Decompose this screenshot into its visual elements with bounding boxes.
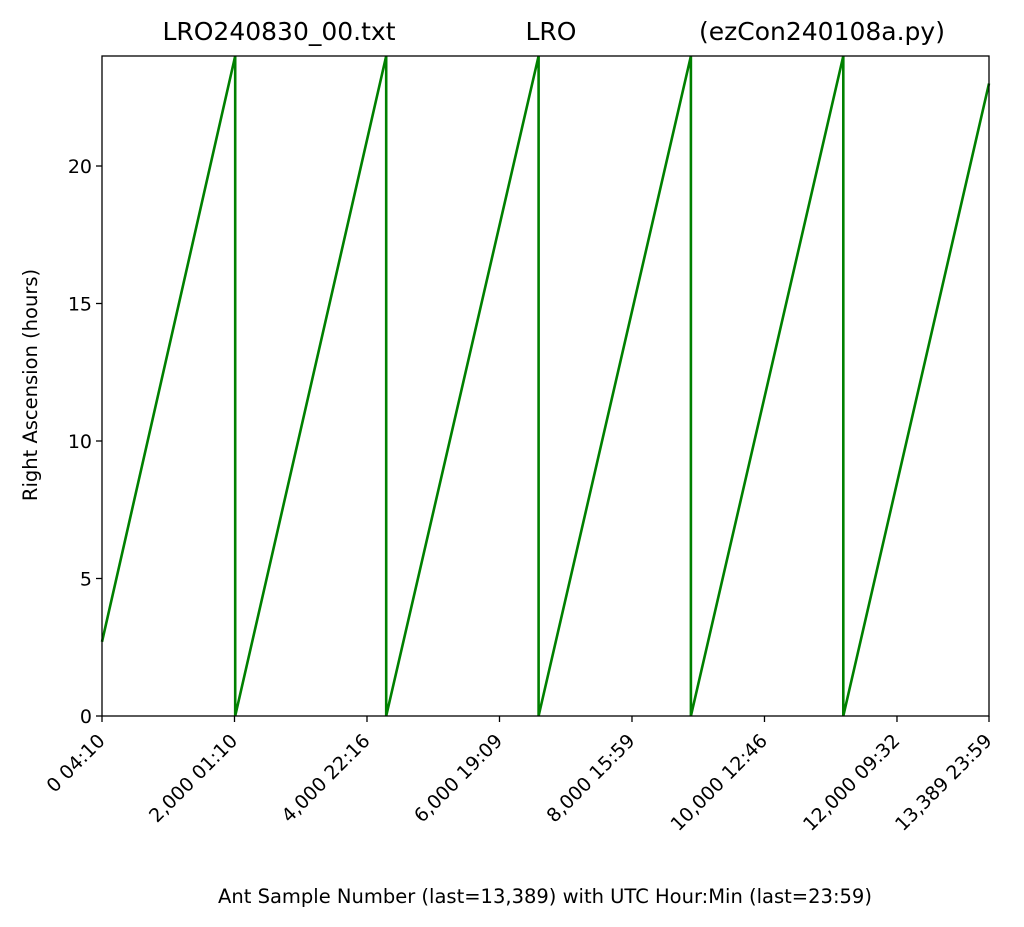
x-tick-label-3: 6,000 19:09 xyxy=(410,730,507,827)
x-tick-label-4: 8,000 15:59 xyxy=(543,730,640,827)
y-tick-label-4: 20 xyxy=(68,156,92,178)
y-tick-label-1: 5 xyxy=(80,569,92,591)
x-tick-label-0: 0 04:10 xyxy=(42,730,109,797)
x-tick-label-5: 10,000 12:46 xyxy=(666,730,772,836)
title-script: (ezCon240108a.py) xyxy=(699,17,945,46)
x-tick-label-1: 2,000 01:10 xyxy=(145,730,242,827)
x-tick-label-7: 13,389 23:59 xyxy=(891,730,997,836)
x-axis-label: Ant Sample Number (last=13,389) with UTC… xyxy=(218,885,872,908)
y-tick-label-2: 10 xyxy=(68,431,92,453)
y-tick-label-3: 15 xyxy=(68,294,92,316)
plot-layer: 0 5 10 15 20 0 04:10 2,000 01:10 4,000 22:16 6,0… xyxy=(42,55,997,836)
y-axis-label: Right Ascension (hours) xyxy=(19,269,42,501)
chart-title: LRO240830_00.txt LRO (ezCon240108a.py) xyxy=(162,17,945,46)
y-tick-label-0: 0 xyxy=(80,706,92,728)
title-filename: LRO240830_00.txt xyxy=(162,17,395,46)
plot-frame xyxy=(101,55,990,717)
x-tick-label-6: 12,000 09:32 xyxy=(799,730,905,836)
series-line-0 xyxy=(100,55,991,717)
title-station: LRO xyxy=(526,17,577,46)
x-tick-label-2: 4,000 22:16 xyxy=(278,730,375,827)
